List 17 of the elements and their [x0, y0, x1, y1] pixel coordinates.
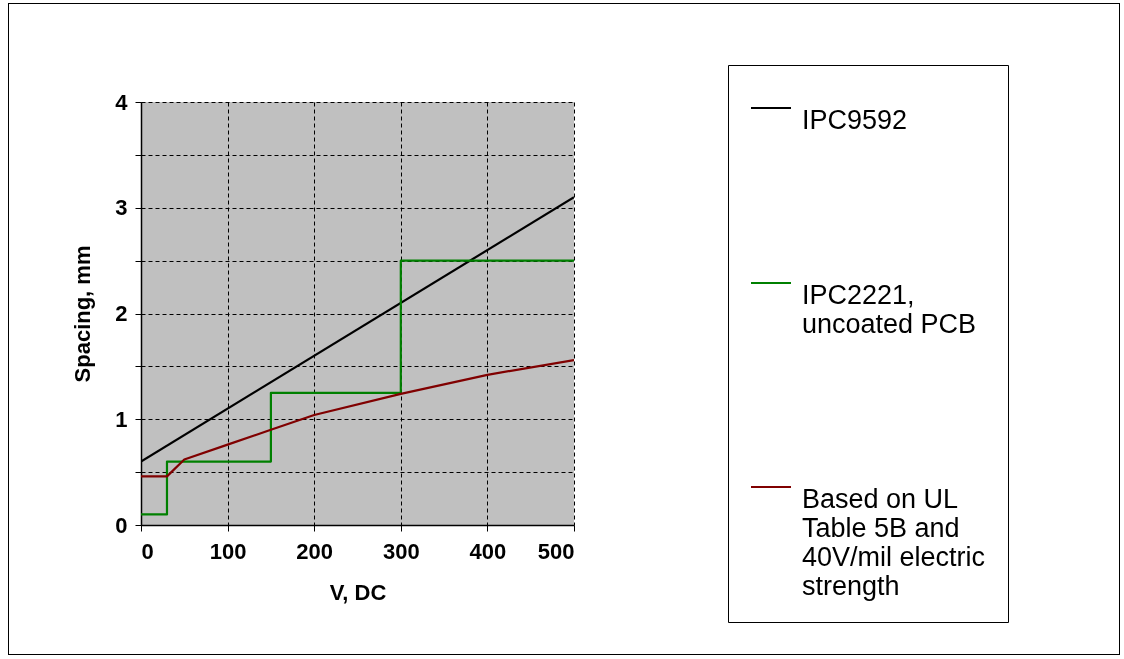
y-tick-label: 2 [115, 301, 128, 326]
y-tick-label: 4 [115, 89, 129, 115]
legend-label: Based on UL Table 5B and 40V/mil electric strength [802, 484, 986, 601]
x-tick-label: 400 [469, 538, 507, 564]
x-tick-label: 300 [382, 538, 420, 564]
x-tick-label: 100 [209, 538, 247, 564]
x-tick-label: 0 [141, 538, 154, 564]
legend-label: IPC2221, uncoated PCB [802, 280, 977, 339]
line-series [141, 358, 574, 478]
y-tick-label: 0 [115, 512, 128, 538]
legend-label: IPC9592 [802, 105, 908, 135]
x-axis-title: V, DC [329, 579, 387, 605]
y-axis-title: Spacing, mm [70, 245, 96, 383]
y-tick-label: 3 [115, 195, 128, 221]
x-tick-label: 200 [296, 538, 334, 564]
y-tick-label: 1 [115, 406, 128, 432]
x-tick-label: 500 [537, 538, 575, 564]
